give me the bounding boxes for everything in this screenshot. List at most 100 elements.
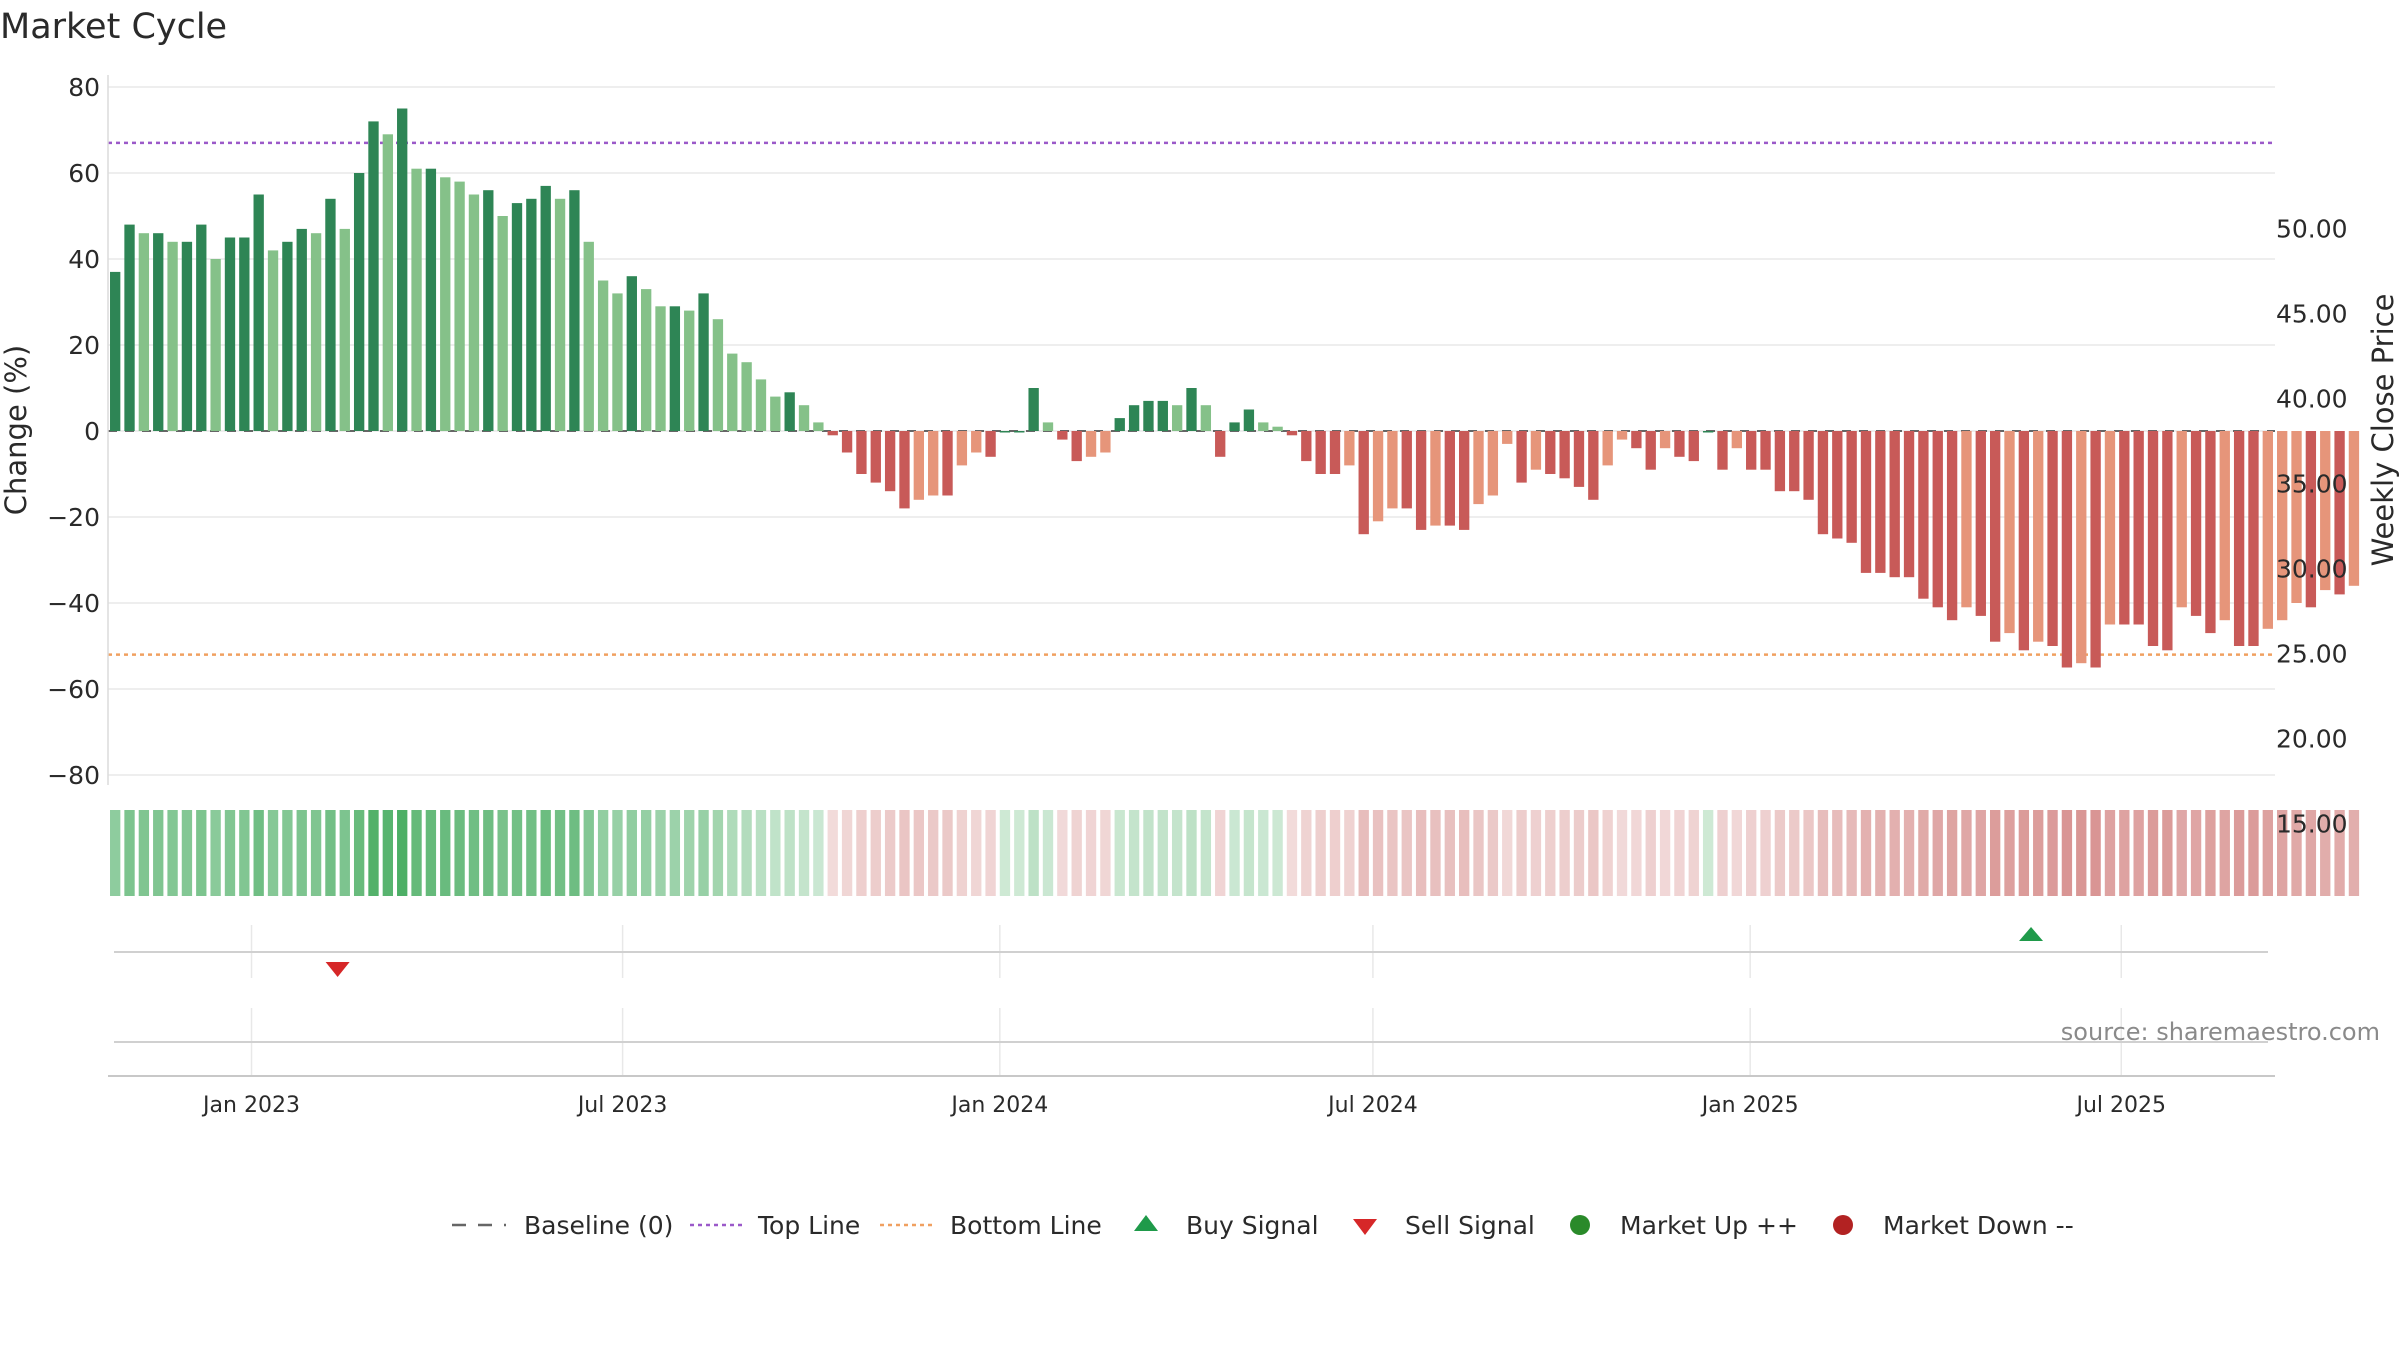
heat-cell [2305,810,2317,896]
heat-cell [1487,810,1499,896]
bar [1875,431,1886,573]
bar [454,181,465,431]
buy-signal-marker [2019,927,2044,941]
bar [727,353,738,431]
heat-cell [1071,810,1082,896]
bar [153,233,164,431]
y-tick-label: −40 [47,589,100,618]
bar [612,293,623,431]
bar [1789,431,1800,492]
y-tick-label: 80 [68,73,100,102]
legend-label: Buy Signal [1186,1211,1319,1240]
heat-cell [942,810,953,896]
heat-cell [2133,810,2144,896]
bar [2219,431,2230,621]
bar [655,306,666,431]
heat-cell [1100,810,1111,896]
heat-cell [468,810,480,896]
bar [798,405,810,431]
heat-cell [2219,810,2230,896]
heat-cell [2047,810,2058,896]
heat-cell [483,810,494,896]
bar [2061,431,2073,668]
heat-cell [827,810,838,896]
axes: 80 60 40 20 0 −20 −40 −60 −80 50.00 45.00 40.00 35.0… [47,73,2347,1118]
heat-cell [755,810,767,896]
heat-cell [1186,810,1197,896]
bar [1200,405,1212,431]
heat-cell [741,810,752,896]
heat-cell [640,810,652,896]
heat-cell [1817,810,1829,896]
y2-axis-title: Weekly Close Price [2366,294,2400,567]
heat-cell [196,810,207,896]
heat-cell [1459,810,1470,896]
bar [755,379,767,431]
market-up-legend-icon [1570,1215,1590,1235]
bar [2076,431,2087,664]
heat-cell [1545,810,1556,896]
heat-cell [698,810,709,896]
heat-cell [1602,810,1613,896]
bar [196,224,207,431]
heat-cell [411,810,422,896]
heat-cell [210,810,221,896]
heat-cell [1631,810,1642,896]
heat-cell [1989,810,2001,896]
bar [1731,431,1743,449]
bar [569,190,580,431]
bar [1961,431,1972,608]
heat-cell [1329,810,1341,896]
heat-cell [440,810,451,896]
heat-cell [2320,810,2331,896]
heat-cell [1243,810,1255,896]
bar [1372,431,1384,522]
heat-cell [2205,810,2216,896]
heat-cell [1315,810,1326,896]
bar [497,216,508,431]
bar [1946,431,1958,621]
heat-cell [626,810,637,896]
bar [1057,431,1068,440]
bar [856,431,867,474]
bar [2190,431,2202,616]
heat-cell [167,810,178,896]
heat-cell [239,810,250,896]
heat-cell [153,810,164,896]
y2-tick-label: 50.00 [2276,215,2348,244]
bar [353,173,365,431]
bar [1573,431,1585,487]
heat-cell [310,810,322,896]
heat-cell [124,810,135,896]
heat-cell [339,810,350,896]
heat-cell [841,810,853,896]
y-axis-title: Change (%) [0,345,33,515]
heat-cell [1114,810,1125,896]
heat-cell [181,810,193,896]
bar [2277,431,2288,621]
bar [2047,431,2058,646]
heat-cell [110,810,121,896]
bar [2320,431,2331,591]
signal-panel [114,927,2268,977]
bar [1473,431,1484,505]
bar [2248,431,2259,646]
heat-cell [282,810,293,896]
bar [1229,422,1240,431]
bar [1918,431,1929,599]
heat-cell [2176,810,2187,896]
heat-cell [928,810,939,896]
x-tick-label: Jan 2025 [1700,1093,1799,1118]
bar [1272,426,1283,431]
heat-cell [325,810,336,896]
heat-cell [2147,810,2159,896]
heat-cell [1258,810,1269,896]
heat-cell [1961,810,1972,896]
heat-cell [784,810,795,896]
heat-cell [224,810,236,896]
heat-cell [1215,810,1226,896]
bar [2348,431,2360,586]
bar [698,293,709,431]
heat-cell [971,810,982,896]
heat-cell [1128,810,1140,896]
